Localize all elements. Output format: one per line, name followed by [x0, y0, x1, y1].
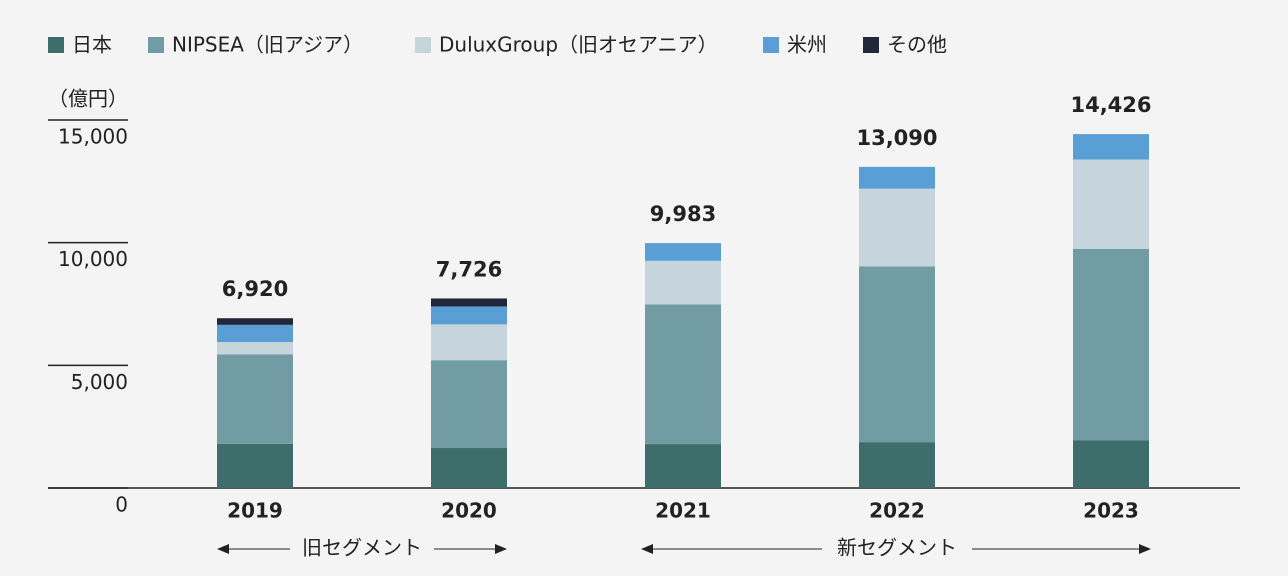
x-tick-label: 2022: [869, 499, 925, 523]
y-tick-label: 10,000: [58, 247, 128, 271]
bar-segment: [431, 298, 507, 307]
x-tick-label: 2019: [227, 499, 283, 523]
bar-segment: [217, 342, 293, 355]
annotation: 新セグメント: [837, 536, 957, 560]
x-tick-label: 2023: [1083, 499, 1139, 523]
bar-segment: [431, 324, 507, 361]
y-tick-label: 15,000: [58, 125, 128, 149]
bar-segment: [217, 443, 293, 488]
y-tick-label: 0: [115, 493, 128, 517]
bar-segment: [645, 260, 721, 305]
legend-label: その他: [887, 33, 947, 57]
bar-segment: [645, 243, 721, 261]
y-tick-label: 5,000: [71, 370, 128, 394]
bar-segment: [217, 318, 293, 325]
bar-segment: [859, 442, 935, 488]
bar-segment: [431, 360, 507, 449]
bar-segment: [431, 448, 507, 488]
bar-segment: [859, 188, 935, 267]
x-tick-label: 2020: [441, 499, 497, 523]
legend-swatch: [48, 37, 64, 53]
bar-segment: [431, 306, 507, 325]
total-label: 7,726: [436, 257, 502, 281]
legend-swatch: [148, 37, 164, 53]
total-label: 6,920: [222, 277, 288, 301]
legend-swatch: [763, 37, 779, 53]
bar-segment: [859, 166, 935, 189]
legend-label: 米州: [787, 33, 827, 57]
x-tick-label: 2021: [655, 499, 711, 523]
y-unit-label: （億円）: [48, 87, 128, 111]
legend-label: NIPSEA（旧アジア）: [172, 33, 363, 57]
bar-segment: [217, 354, 293, 444]
bar-segment: [1073, 440, 1149, 488]
bar-segment: [645, 444, 721, 488]
legend-swatch: [863, 37, 879, 53]
total-label: 13,090: [856, 126, 937, 150]
total-label: 14,426: [1070, 93, 1151, 117]
bar-segment: [217, 324, 293, 343]
bar-segment: [645, 304, 721, 445]
bar-segment: [1073, 159, 1149, 249]
bar-segment: [859, 266, 935, 443]
bar-segment: [1073, 134, 1149, 160]
annotation: 旧セグメント: [302, 536, 422, 560]
legend-label: DuluxGroup（旧オセアニア）: [439, 33, 718, 57]
bar-segment: [1073, 248, 1149, 441]
legend-label: 日本: [72, 33, 112, 57]
total-label: 9,983: [650, 202, 716, 226]
legend-swatch: [415, 37, 431, 53]
